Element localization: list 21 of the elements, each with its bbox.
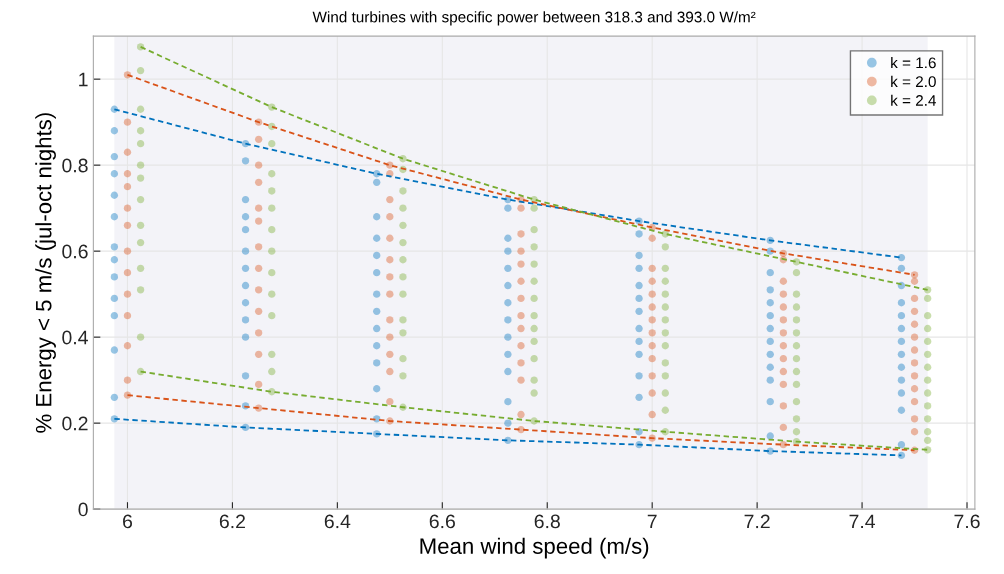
x-tick-label: 7: [647, 514, 657, 529]
y-tick-label: 1: [79, 72, 88, 87]
x-tick-label: 7.6: [954, 514, 980, 529]
x-tick-label: 7.4: [849, 514, 876, 529]
legend-label: k = 2.4: [891, 94, 937, 106]
y-tick-label: 0.2: [62, 416, 88, 431]
y-axis-title: % Energy < 5 m/s (jul-oct nights): [35, 113, 56, 433]
y-tick-label: 0: [78, 502, 88, 517]
y-tick-label: 0.8: [62, 158, 88, 173]
chart-title: Wind turbines with specific power between 318.3 and 393.0 W/m²: [312, 11, 756, 26]
x-tick-label: 6.2: [219, 514, 245, 529]
legend-label: k = 2.0: [891, 75, 936, 88]
legend-label: k = 1.6: [891, 57, 936, 69]
x-axis-title: Mean wind speed (m/s): [420, 537, 649, 559]
x-tick-label: 6.4: [324, 514, 351, 529]
y-tick-label: 0.6: [62, 244, 88, 259]
x-tick-label: 6.6: [429, 514, 455, 529]
x-tick-label: 7.2: [744, 514, 770, 529]
y-tick-label: 0.4: [62, 330, 88, 345]
x-tick-label: 6: [123, 514, 133, 529]
x-tick-label: 6.8: [534, 514, 560, 529]
